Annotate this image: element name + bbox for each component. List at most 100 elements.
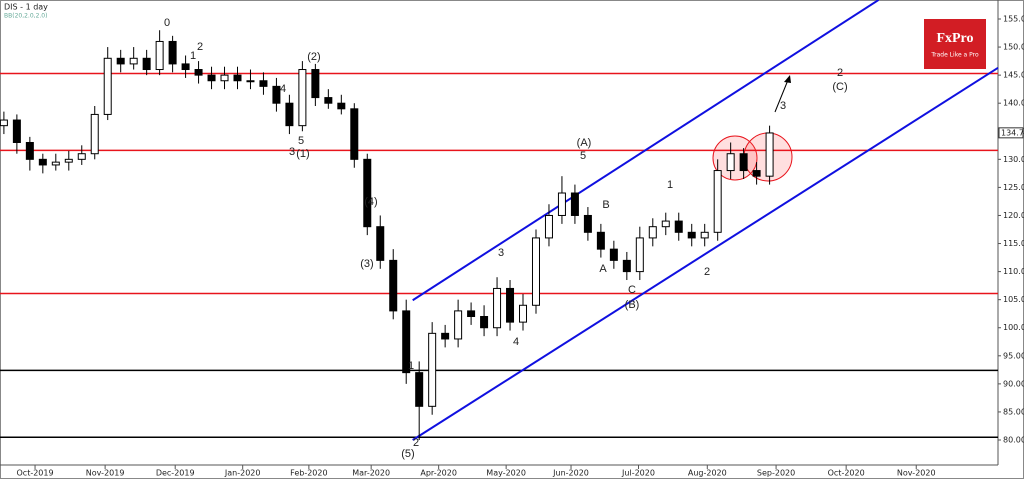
- candle-body: [38, 158, 47, 166]
- x-tick-label: May-2020: [486, 469, 526, 478]
- x-tick-label: Dec-2019: [156, 469, 195, 478]
- candle-body: [713, 170, 722, 233]
- candle-body: [635, 237, 644, 273]
- candle-body: [363, 158, 372, 228]
- x-tick-label: Jun-2020: [552, 469, 589, 478]
- logo-tagline: Trade Like a Pro: [930, 52, 979, 59]
- candle-body: [103, 57, 112, 115]
- candle-body: [64, 158, 73, 163]
- candle-body: [90, 113, 99, 155]
- wave-label: (1): [296, 148, 309, 160]
- wave-label: 4: [513, 336, 519, 348]
- wave-label: 3: [780, 100, 786, 112]
- y-tick-label: 110.00: [1003, 267, 1024, 276]
- candle-body: [648, 226, 657, 239]
- candle-body: [609, 248, 618, 261]
- candle-body: [389, 259, 398, 312]
- wave-label: (3): [360, 258, 373, 270]
- wave-label: (A): [577, 137, 592, 149]
- y-tick-label: 95.00: [1003, 351, 1024, 360]
- candle-body: [506, 287, 515, 323]
- candle-body: [77, 153, 86, 160]
- x-tick-label: Apr-2020: [420, 469, 457, 478]
- candle-body: [428, 332, 437, 407]
- candle-body: [674, 220, 683, 233]
- candle-body: [155, 40, 164, 71]
- x-tick-label: Jan-2020: [224, 469, 261, 478]
- candle-body: [583, 214, 592, 233]
- candle-body: [0, 119, 8, 127]
- candle-body: [324, 97, 333, 104]
- candle-body: [12, 119, 21, 143]
- candle-body: [752, 170, 761, 177]
- candle-body: [661, 220, 670, 228]
- candle-body: [181, 63, 190, 71]
- x-tick-label: Feb-2020: [290, 469, 327, 478]
- x-tick-label: Nov-2020: [897, 469, 936, 478]
- candle-body: [168, 40, 177, 65]
- candle-body: [441, 332, 450, 340]
- wave-label: 0: [164, 17, 170, 29]
- candle-body: [298, 69, 307, 127]
- y-tick-label: 115.00: [1003, 239, 1024, 248]
- candle-body: [700, 231, 709, 239]
- wave-label: (C): [832, 81, 847, 93]
- y-tick-label: 145.00: [1003, 71, 1024, 80]
- x-tick-label: Jul-2020: [621, 469, 655, 478]
- x-tick-label: Aug-2020: [688, 469, 727, 478]
- candle-body: [233, 74, 242, 82]
- y-tick-label: 150.00: [1003, 43, 1024, 52]
- candle-body: [129, 57, 138, 65]
- y-tick-label: 155.00: [1003, 15, 1024, 24]
- x-tick-label: Nov-2019: [86, 469, 125, 478]
- y-tick-label: 130.00: [1003, 155, 1024, 164]
- wave-label: (B): [625, 299, 640, 311]
- candle-body: [194, 69, 203, 76]
- candle-body: [51, 161, 60, 166]
- last-price-box: [998, 127, 1024, 139]
- wave-label: (4): [364, 196, 377, 208]
- candle-body: [337, 102, 346, 110]
- candle-body: [557, 192, 566, 216]
- candle-body: [739, 153, 748, 172]
- wave-label: A: [599, 263, 607, 275]
- y-tick-label: 105.00: [1003, 295, 1024, 304]
- wave-label: (2): [307, 51, 320, 63]
- candle-body: [402, 310, 411, 374]
- last-price-label: 134.72: [1001, 128, 1024, 137]
- y-tick-label: 100.00: [1003, 323, 1024, 332]
- chart-title: DIS - 1 day: [4, 3, 48, 12]
- wave-label: (5): [401, 448, 414, 460]
- candle-body: [25, 141, 34, 160]
- candle-body: [467, 310, 476, 318]
- candle-body: [493, 287, 502, 329]
- wave-label: 5: [298, 135, 304, 147]
- candle-body: [285, 102, 294, 127]
- candle-body: [207, 74, 216, 82]
- wave-label: 2: [704, 266, 710, 278]
- wave-label: 4: [280, 83, 286, 95]
- candle-body: [687, 231, 696, 239]
- wave-label: C: [628, 284, 636, 296]
- candle-body: [622, 259, 631, 273]
- candle-body: [350, 108, 359, 160]
- candle-body: [596, 231, 605, 250]
- candle-body: [376, 226, 385, 261]
- candle-body: [116, 57, 125, 65]
- wave-label: 1: [190, 50, 196, 62]
- wave-label: 2: [197, 41, 203, 53]
- candle-body: [259, 80, 268, 87]
- wave-label: 2: [413, 437, 419, 449]
- channel-line: [412, 66, 999, 441]
- wave-label: 3: [289, 146, 295, 158]
- candle-body: [415, 372, 424, 407]
- x-tick-label: Sep-2020: [757, 469, 795, 478]
- channel-line: [412, 0, 880, 302]
- arrow-head: [784, 75, 791, 83]
- wave-label: 2: [837, 67, 843, 79]
- wave-label: B: [602, 199, 609, 211]
- wave-label: 1: [408, 360, 414, 372]
- logo-brand: FxPro: [936, 31, 973, 46]
- candle-body: [726, 153, 735, 172]
